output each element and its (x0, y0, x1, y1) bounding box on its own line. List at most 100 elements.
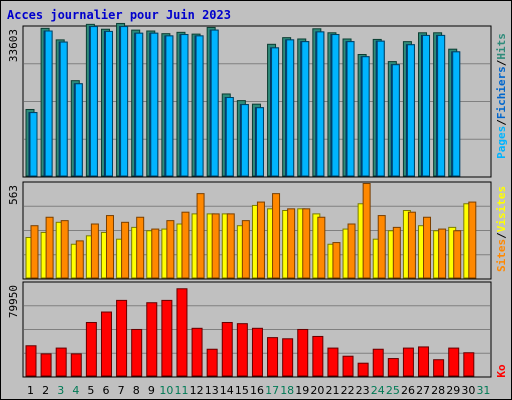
x-tick-label: 11 (175, 384, 189, 397)
bar-kb (25, 345, 37, 377)
x-tick-label: 14 (220, 384, 234, 397)
bar-kb (387, 358, 399, 377)
bar-pages (240, 104, 249, 177)
bar-kb (206, 348, 218, 377)
x-tick-label: 26 (401, 384, 415, 397)
bar-pages (422, 34, 431, 177)
x-tick-label: 30 (461, 384, 475, 397)
bar-sites (362, 183, 371, 279)
bar-pages (180, 34, 189, 177)
bar-sites (121, 221, 130, 279)
bar-sites (347, 223, 356, 279)
x-tick-label: 21 (325, 384, 339, 397)
bar-sites (438, 228, 447, 279)
bar-sites (468, 201, 477, 279)
legend-pages-files-hits: Pages/Fichiers/Hits (495, 33, 508, 159)
legend-kb: Ko (495, 364, 508, 378)
bar-sites (211, 213, 220, 279)
bar-kb (448, 347, 460, 377)
bar-pages (346, 41, 355, 177)
bar-sites (317, 216, 326, 279)
x-tick-label: 18 (280, 384, 294, 397)
bar-kb (221, 321, 233, 377)
bar-sites (241, 220, 250, 279)
bar-kb (161, 299, 173, 377)
bar-pages (331, 34, 340, 177)
bar-pages (361, 56, 370, 177)
legend-sites-visits: Sites/Visites (495, 186, 508, 272)
x-tick-label: 9 (148, 384, 155, 397)
legend-kb-part: Ko (495, 364, 508, 378)
bar-sites (60, 220, 69, 279)
bar-pages (29, 112, 38, 177)
x-tick-label: 27 (416, 384, 430, 397)
legend-sites-visits-part: Sites (495, 239, 508, 272)
legend-sites-visits-part: / (495, 232, 508, 239)
x-tick-label: 28 (431, 384, 445, 397)
legend-pages-files-hits-part: Pages (495, 126, 508, 159)
bar-kb (85, 321, 97, 377)
bar-kb (55, 347, 67, 377)
bar-sites (166, 220, 175, 279)
bar-pages (210, 29, 219, 177)
bar-sites (377, 215, 386, 279)
bar-pages (59, 41, 68, 177)
x-tick-label: 25 (386, 384, 400, 397)
legend-pages-files-hits-part: Hits (495, 33, 508, 60)
bar-sites (151, 228, 160, 279)
x-tick-label: 22 (341, 384, 355, 397)
bar-sites (392, 226, 401, 279)
x-tick-label: 6 (103, 384, 110, 397)
bar-kb (100, 311, 112, 377)
x-tick-label: 4 (72, 384, 79, 397)
bar-sites (105, 215, 114, 279)
bar-pages (135, 32, 144, 177)
bar-sites (90, 223, 99, 279)
bar-sites (423, 216, 432, 279)
legend-pages-files-hits-part: / (495, 59, 508, 66)
x-tick-label: 13 (205, 384, 219, 397)
x-tick-label: 20 (310, 384, 324, 397)
bar-sites (332, 242, 341, 279)
bar-pages (120, 26, 129, 177)
bar-sites (453, 230, 462, 279)
bar-kb (146, 302, 158, 377)
bar-kb (131, 328, 143, 377)
bar-pages (437, 34, 446, 177)
bar-kb (40, 353, 52, 377)
bar-pages (271, 47, 280, 177)
bar-pages (301, 41, 310, 177)
bar-pages (195, 35, 204, 177)
x-tick-label: 3 (57, 384, 64, 397)
bar-sites (272, 193, 281, 279)
x-tick-label: 8 (133, 384, 140, 397)
bar-pages (44, 30, 53, 177)
bar-sites (196, 193, 205, 279)
bar-kb (463, 352, 475, 377)
legend-sites-visits-part: Visites (495, 186, 508, 232)
bar-kb (327, 347, 339, 377)
bar-kb (402, 347, 414, 377)
bar-kb (251, 327, 263, 377)
bar-kb (418, 346, 430, 377)
bar-sites (302, 208, 311, 279)
legend-pages-files-hits-part: Fichiers (495, 66, 508, 119)
y-max-label: 563 (7, 185, 20, 205)
bar-kb (236, 323, 248, 377)
bar-kb (282, 338, 294, 377)
bar-kb (433, 359, 445, 377)
x-tick-label: 23 (356, 384, 370, 397)
bar-kb (342, 355, 354, 377)
bar-kb (357, 362, 369, 377)
x-tick-label: 19 (295, 384, 309, 397)
bar-pages (225, 97, 234, 177)
bar-sites (407, 211, 416, 279)
bar-kb (176, 288, 188, 377)
bar-pages (376, 40, 385, 177)
bar-kb (191, 327, 203, 377)
bar-kb (312, 335, 324, 377)
x-tick-label: 10 (159, 384, 173, 397)
bar-pages (74, 83, 83, 177)
